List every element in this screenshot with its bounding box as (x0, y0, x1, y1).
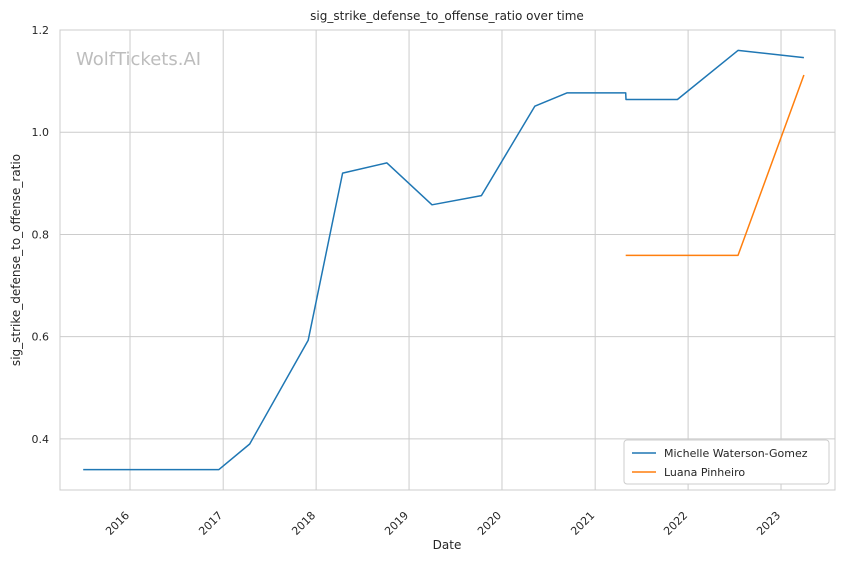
x-tick-label: 2019 (382, 509, 411, 538)
y-axis-ticks: 0.4 0.6 0.8 1.0 1.2 (32, 24, 50, 446)
y-tick-label: 0.4 (32, 433, 50, 446)
watermark: WolfTickets.AI (76, 49, 201, 70)
y-tick-label: 1.2 (32, 24, 50, 37)
y-tick-label: 0.8 (32, 228, 50, 241)
x-tick-label: 2022 (661, 509, 690, 538)
legend-label: Luana Pinheiro (664, 466, 745, 479)
y-axis-label: sig_strike_defense_to_offense_ratio (9, 154, 23, 366)
x-tick-label: 2018 (289, 509, 318, 538)
x-tick-label: 2016 (103, 509, 132, 538)
series-line (83, 49, 804, 471)
series-line (625, 74, 805, 257)
legend-label: Michelle Waterson-Gomez (664, 447, 808, 460)
x-axis-ticks: 2016 2017 2018 2019 2020 2021 2022 2023 (103, 509, 783, 538)
y-tick-label: 1.0 (32, 126, 50, 139)
series-layer (83, 49, 805, 471)
x-tick-label: 2021 (568, 509, 597, 538)
x-axis-label: Date (433, 538, 462, 552)
plot-frame (59, 29, 836, 491)
legend: Michelle Waterson-Gomez Luana Pinheiro (623, 439, 830, 485)
x-tick-label: 2020 (475, 509, 504, 538)
x-tick-label: 2017 (196, 509, 225, 538)
x-tick-label: 2023 (754, 509, 783, 538)
plot-background (60, 30, 835, 490)
chart-title: sig_strike_defense_to_offense_ratio over… (310, 9, 584, 23)
y-tick-label: 0.6 (32, 331, 50, 344)
legend-box (623, 439, 830, 485)
